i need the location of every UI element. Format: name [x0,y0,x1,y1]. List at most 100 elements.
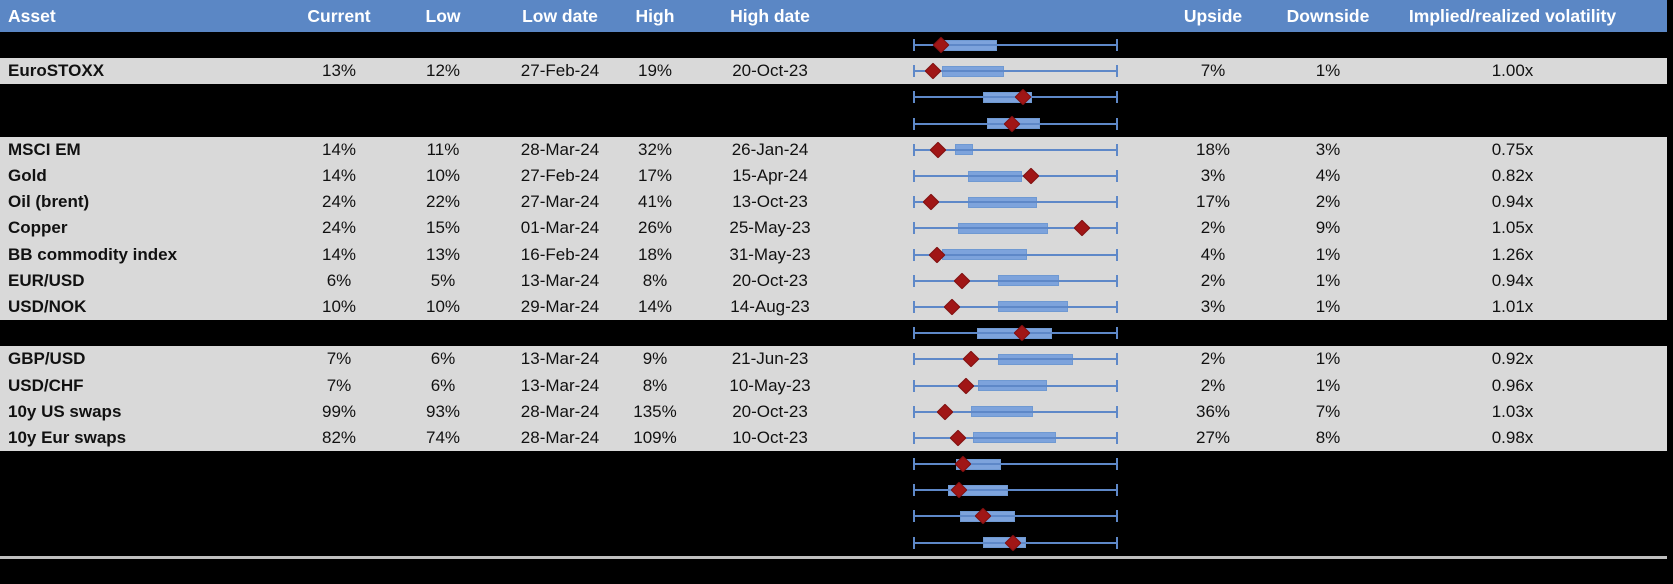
table-row: MSCI EM 14% 11% 28-Mar-24 32% 26-Jan-24 … [0,136,1667,163]
range-box-plot [913,320,1118,346]
box-plot-min-cap [913,458,915,471]
low-date [494,451,626,477]
asset-name: EuroSTOXX [8,61,105,81]
table-row: Copper 24% 15% 01-Mar-24 26% 25-May-23 2… [0,215,1667,242]
box-plot-whisker-line [913,201,1118,204]
implied-realized-ratio: 1.05x [1491,218,1534,238]
low-value [404,111,482,137]
box-plot-min-cap [913,143,915,156]
box-plot-whisker-line [913,279,1118,282]
low-value: 6% [430,349,456,369]
asset-name: 10y Eur swaps [8,427,127,447]
current-level-diamond-marker [1073,219,1091,237]
current-value: 82% [321,427,357,447]
col-header-implied-realized-volatility: Implied/realized volatility [1408,5,1617,26]
current-value: 14% [321,166,357,186]
hidden-row [0,32,1667,59]
bottom-margin [0,559,1673,584]
downside-value [1289,32,1367,58]
col-header-high: High [635,5,675,26]
low-date: 28-Mar-24 [520,427,600,447]
col-header-upside: Upside [1183,5,1243,26]
box-plot-min-cap [913,222,915,235]
box-plot-max-cap [1116,170,1118,183]
high-date: 20-Oct-23 [732,401,808,421]
low-value: 11% [426,139,460,159]
range-box-plot [913,137,1118,163]
box-plot-min-cap [913,248,915,261]
current-value: 24% [321,218,357,238]
high-value: 9% [642,349,668,369]
high-value: 26% [637,218,673,238]
asset-name [8,451,288,477]
range-box-plot [913,425,1118,451]
box-plot-whisker-line [913,489,1118,492]
box-plot-min-cap [913,431,915,444]
col-header-low-date: Low date [522,5,598,26]
high-value: 17% [637,166,673,186]
box-plot-min-cap [913,65,915,78]
table-row: GBP/USD 7% 6% 13-Mar-24 9% 21-Jun-23 2% … [0,346,1667,373]
current-value: 6% [326,270,352,290]
high-value: 109% [633,427,677,447]
low-date: 13-Mar-24 [520,270,600,290]
low-date: 29-Mar-24 [520,296,600,316]
table-row: Oil (brent) 24% 22% 27-Mar-24 41% 13-Oct… [0,189,1667,216]
upside-value: 27% [1195,427,1231,447]
box-plot-whisker-line [913,515,1118,518]
box-plot-whisker-line [913,148,1118,151]
downside-value [1289,477,1367,503]
range-box-plot [913,58,1118,84]
implied-realized-ratio: 0.92x [1491,349,1534,369]
low-value [404,477,482,503]
box-plot-whisker-line [913,384,1118,387]
low-date: 16-Feb-24 [520,244,600,264]
range-box-plot [913,163,1118,189]
box-plot-max-cap [1116,353,1118,366]
downside-value [1289,530,1367,556]
low-date: 01-Mar-24 [520,218,600,238]
current-value [300,111,378,137]
box-plot-max-cap [1116,196,1118,209]
high-date: 10-May-23 [729,375,811,395]
downside-value: 4% [1315,166,1341,186]
implied-realized-ratio [1397,84,1628,110]
low-date: 27-Feb-24 [520,61,600,81]
asset-name: Copper [8,218,68,238]
high-date [704,530,836,556]
upside-value [1174,503,1252,529]
box-plot-max-cap [1116,274,1118,287]
low-date: 27-Feb-24 [520,166,600,186]
asset-name: USD/CHF [8,375,84,395]
high-value: 8% [642,375,668,395]
current-value: 99% [321,401,357,421]
low-date [494,503,626,529]
current-level-diamond-marker [943,298,961,316]
upside-value: 7% [1200,61,1226,81]
upside-value: 2% [1200,375,1226,395]
box-plot-max-cap [1116,117,1118,130]
implied-realized-ratio [1397,451,1628,477]
box-plot-max-cap [1116,458,1118,471]
box-plot-min-cap [913,300,915,313]
high-date [704,111,836,137]
current-value [300,320,378,346]
implied-realized-ratio [1397,477,1628,503]
box-plot-min-cap [913,327,915,340]
box-plot-min-cap [913,91,915,104]
box-plot-min-cap [913,536,915,549]
upside-value: 3% [1200,166,1226,186]
low-value: 93% [425,401,461,421]
upside-value: 2% [1200,218,1226,238]
downside-value [1289,451,1367,477]
col-header-asset: Asset [8,5,56,26]
downside-value: 1% [1315,270,1341,290]
high-value: 8% [642,270,668,290]
low-date: 28-Mar-24 [520,139,600,159]
high-date: 25-May-23 [729,218,811,238]
box-plot-min-cap [913,405,915,418]
high-value [616,530,694,556]
box-plot-max-cap [1116,536,1118,549]
range-box-plot [913,451,1118,477]
box-plot-min-cap [913,353,915,366]
